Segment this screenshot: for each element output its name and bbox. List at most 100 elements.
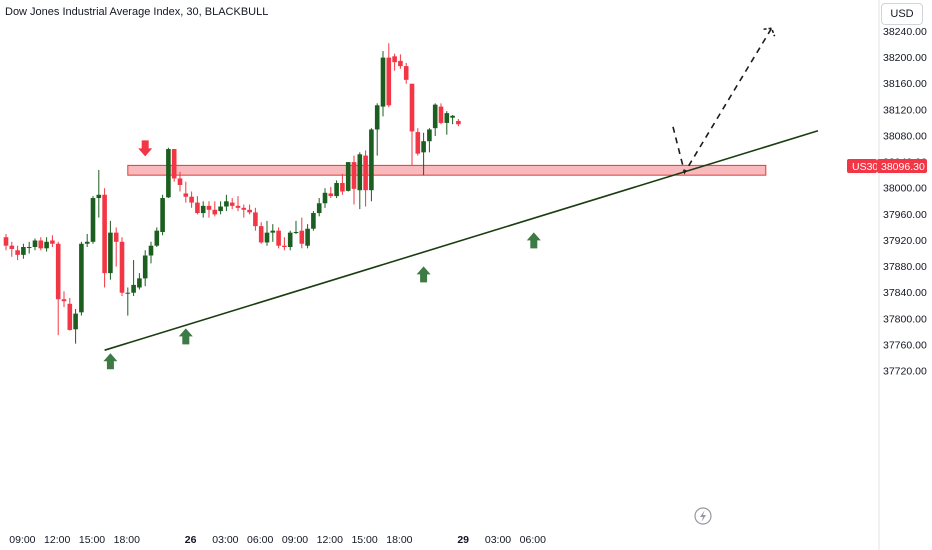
candle-body <box>142 255 148 279</box>
candle-body <box>235 205 241 208</box>
candle-body <box>340 183 345 192</box>
candle <box>26 241 32 254</box>
x-tick-label: 18:00 <box>386 534 412 546</box>
candle <box>195 196 200 215</box>
candle-body <box>403 66 409 80</box>
candle <box>432 103 438 136</box>
y-tick-label: 38080.00 <box>883 130 927 142</box>
candle-body <box>421 141 426 153</box>
arrow-up-marker <box>103 353 118 370</box>
candle <box>334 180 339 199</box>
y-tick-label: 38160.00 <box>883 78 927 90</box>
candle-body <box>183 193 189 197</box>
candle-body <box>3 237 9 246</box>
candle <box>102 188 107 288</box>
candle <box>90 196 96 244</box>
candle-body <box>415 132 421 154</box>
candle-body <box>432 104 438 129</box>
candle-body <box>456 120 461 125</box>
candle <box>247 204 252 215</box>
candle <box>282 237 287 251</box>
x-tick-label: 15:00 <box>351 534 377 546</box>
candle <box>154 227 160 248</box>
candle <box>270 224 276 242</box>
candle-body <box>38 240 44 249</box>
arrow-down-marker <box>138 140 153 157</box>
y-tick-label: 37880.00 <box>883 261 927 273</box>
candle-body <box>438 106 444 123</box>
arrow-up-marker <box>178 328 193 345</box>
candle-body <box>241 207 247 210</box>
y-tick-label: 37840.00 <box>883 287 927 299</box>
candle-body <box>322 192 328 204</box>
candle-body <box>113 232 119 242</box>
candle-body <box>264 232 270 243</box>
candle <box>427 128 432 153</box>
candle-body <box>73 313 78 330</box>
y-tick-label: 37800.00 <box>883 313 927 325</box>
x-tick-label: 18:00 <box>114 534 140 546</box>
candle <box>322 188 328 208</box>
x-tick-label: 03:00 <box>212 534 238 546</box>
candle-body <box>90 198 96 242</box>
currency-button[interactable]: USD <box>881 3 923 25</box>
trend-line <box>104 130 819 351</box>
candle <box>386 43 392 108</box>
candle-body <box>195 202 200 214</box>
x-tick-label: 26 <box>185 534 197 546</box>
candle-body <box>316 203 322 214</box>
candle <box>403 62 409 84</box>
candle <box>450 115 455 125</box>
candle <box>444 111 450 135</box>
candle <box>113 227 119 267</box>
candle <box>125 287 131 316</box>
candle-body <box>276 230 281 246</box>
candle <box>200 201 206 218</box>
candle-body <box>369 129 374 191</box>
candle-body <box>102 194 107 274</box>
candle-body <box>55 243 61 300</box>
candle-body <box>218 206 223 212</box>
y-tick-label: 38120.00 <box>883 104 927 116</box>
candle-body <box>137 278 142 288</box>
candle-body <box>131 284 136 293</box>
candle <box>351 155 357 205</box>
candle <box>96 169 102 218</box>
candle-body <box>253 212 258 227</box>
x-tick-label: 03:00 <box>485 534 511 546</box>
candle <box>73 309 78 344</box>
candle <box>183 181 189 203</box>
candle <box>206 201 212 218</box>
candle-body <box>206 205 212 210</box>
y-tick-label: 37760.00 <box>883 339 927 351</box>
candle-body <box>21 247 26 255</box>
candle <box>287 230 293 251</box>
candle <box>311 211 316 231</box>
candle-body <box>50 240 55 244</box>
candle-body <box>392 56 397 63</box>
candle-body <box>212 209 218 215</box>
candle-body <box>258 226 264 243</box>
candle <box>67 297 73 331</box>
arrow-up-marker <box>526 232 541 249</box>
candle <box>392 53 397 71</box>
candle <box>276 227 281 249</box>
x-tick-label: 06:00 <box>247 534 273 546</box>
chart-title: Dow Jones Industrial Average Index, 30, … <box>5 6 269 18</box>
candle-body <box>177 178 183 185</box>
candle <box>357 152 363 210</box>
lightning-icon[interactable] <box>694 507 712 525</box>
candle-body <box>357 154 363 191</box>
candle-body <box>15 250 20 255</box>
candle-body <box>32 240 38 248</box>
y-tick-label: 37720.00 <box>883 366 927 378</box>
candle <box>345 162 351 192</box>
candle-body <box>171 149 177 179</box>
candle-body <box>200 205 206 214</box>
candle-body <box>282 245 287 248</box>
candle-body <box>299 230 305 244</box>
candle <box>328 186 334 199</box>
x-tick-label: 09:00 <box>9 534 35 546</box>
x-tick-label: 12:00 <box>317 534 343 546</box>
